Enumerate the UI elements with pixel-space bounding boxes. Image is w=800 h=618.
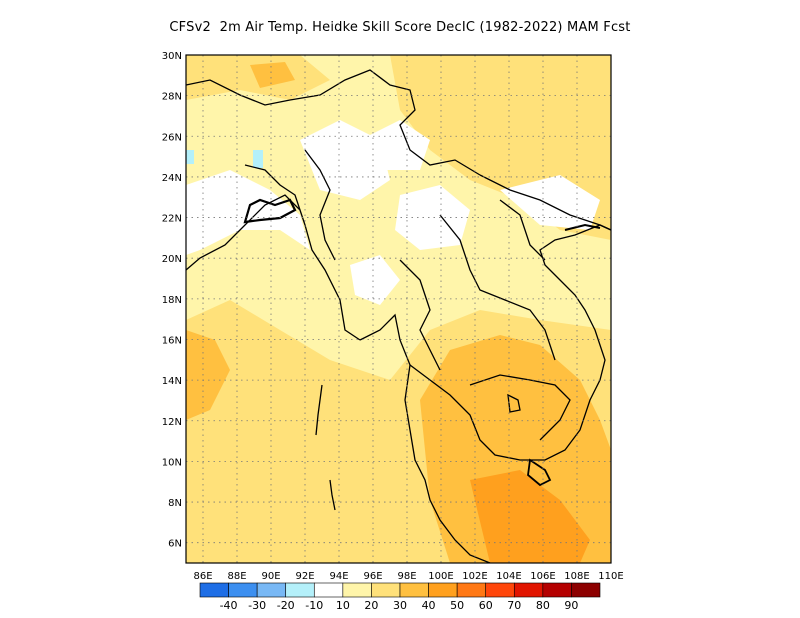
colorbar-swatch: [313, 582, 344, 598]
plot-frame: [185, 54, 612, 564]
delta-ganges: [243, 198, 297, 224]
lat-tick-label: 28N: [162, 92, 182, 103]
colorbar-swatch: [342, 582, 372, 598]
shade-30-40-west: [186, 330, 230, 420]
colorbar-label: 90: [564, 599, 578, 612]
colorbar-swatch: [542, 582, 572, 598]
colorbar-swatch: [371, 582, 401, 598]
lon-tick-label: 100E: [428, 571, 453, 582]
lon-tick-label: 90E: [261, 571, 280, 582]
lat-tick-label: 6N: [168, 539, 182, 550]
tonle-sap: [507, 393, 521, 413]
lat-tick-label: 22N: [162, 214, 182, 225]
white-laos: [395, 185, 470, 250]
lon-tick-labels: 86E 88E 90E 92E 94E 96E 98E 100E 102E 104E 106E 108…: [193, 571, 623, 582]
lon-tick-label: 88E: [227, 571, 246, 582]
shade-neg-10-patch: [253, 150, 263, 168]
lon-tick-label: 86E: [193, 571, 212, 582]
laos-thai-border: [439, 214, 556, 361]
skill-shading: [186, 55, 611, 563]
colorbar-swatch: [285, 582, 315, 598]
colorbar-swatch: [228, 582, 258, 598]
lon-tick-label: 104E: [496, 571, 521, 582]
lon-tick-label: 92E: [295, 571, 314, 582]
island-nicobar: [329, 479, 336, 511]
lon-tick-label: 96E: [363, 571, 382, 582]
lon-tick-label: 108E: [564, 571, 589, 582]
colorbar-label: 70: [507, 599, 521, 612]
colorbar-swatch: [513, 582, 544, 598]
grid-lines: [186, 55, 611, 563]
colorbar-swatch: [485, 582, 515, 598]
myanmar-coast: [359, 313, 491, 563]
colorbar-label: 40: [422, 599, 436, 612]
colorbar-swatch: [428, 582, 458, 598]
lon-tick-label: 110E: [598, 571, 623, 582]
lat-tick-label: 24N: [162, 173, 182, 184]
colorbar-label: 20: [364, 599, 378, 612]
white-east: [360, 120, 430, 170]
myanmar-west-border: [304, 149, 336, 261]
myanmar-thai-border: [399, 259, 441, 371]
island-andaman: [315, 384, 323, 436]
shade-neg-10-edge: [186, 150, 194, 164]
lat-tick-label: 10N: [162, 457, 182, 468]
lat-tick-label: 20N: [162, 254, 182, 265]
colorbar-swatch: [399, 582, 429, 598]
lon-tick-label: 106E: [530, 571, 555, 582]
colorbar-label: -20: [277, 599, 295, 612]
colorbar-swatch: [571, 582, 601, 598]
bangladesh-border: [244, 164, 301, 211]
colorbar: -40 -30 -20 -10 10 20 30 40 50 60 70 80 90: [199, 582, 601, 612]
lat-tick-label: 18N: [162, 295, 182, 306]
mekong-delta: [527, 458, 552, 487]
lat-tick-label: 26N: [162, 132, 182, 143]
shade-30-40-north: [250, 62, 295, 88]
white-central: [350, 255, 400, 305]
colorbar-swatch: [199, 582, 229, 598]
lat-tick-label: 14N: [162, 376, 182, 387]
lat-tick-label: 16N: [162, 335, 182, 346]
lon-tick-label: 94E: [329, 571, 348, 582]
vietnam-border: [499, 199, 546, 261]
cambodia-border: [469, 374, 571, 441]
colorbar-swatch: [256, 582, 287, 598]
colorbar-swatch: [456, 582, 487, 598]
lat-tick-labels: 6N 8N 10N 12N 14N 16N 18N 20N 22N 24N 26N 28N 30N: [162, 51, 182, 550]
colorbar-label: -10: [305, 599, 323, 612]
lat-tick-label: 12N: [162, 417, 182, 428]
colorbar-label: 50: [450, 599, 464, 612]
lat-tick-label: 8N: [168, 498, 182, 509]
colorbar-label: -30: [248, 599, 266, 612]
colorbar-label: 30: [393, 599, 407, 612]
himalaya-border: [186, 69, 481, 176]
shade-40-50-south: [470, 470, 590, 563]
lon-tick-label: 102E: [462, 571, 487, 582]
lat-tick-label: 30N: [162, 51, 182, 62]
map-title: CFSv2 2m Air Temp. Heidke Skill Score De…: [169, 20, 631, 35]
lon-tick-label: 98E: [397, 571, 416, 582]
colorbar-label: -40: [220, 599, 238, 612]
colorbar-label: 60: [479, 599, 493, 612]
colorbar-label: 10: [336, 599, 350, 612]
hainan-coast: [564, 223, 601, 231]
colorbar-label: 80: [536, 599, 550, 612]
